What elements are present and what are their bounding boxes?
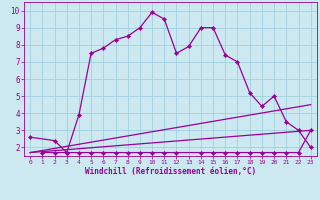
X-axis label: Windchill (Refroidissement éolien,°C): Windchill (Refroidissement éolien,°C) (85, 167, 256, 176)
